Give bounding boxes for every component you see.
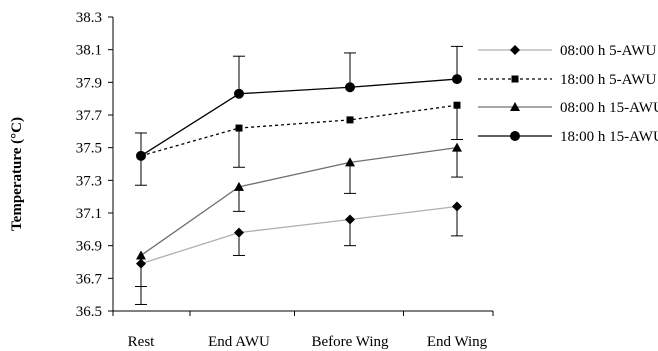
data-point — [452, 142, 462, 152]
data-point — [136, 150, 146, 161]
y-tick-label: 37.9 — [76, 75, 102, 91]
series-line — [140, 104, 458, 157]
x-tick-label: Before Wing — [311, 334, 389, 350]
data-point — [346, 116, 354, 124]
legend-marker — [510, 131, 520, 141]
y-tick-label: 38.1 — [76, 43, 102, 59]
legend-label: 18:00 h 15-AWU — [560, 129, 658, 145]
error-bars-group — [135, 45, 463, 305]
legend: 08:00 h 5-AWU 18:00 h 5-AWU 08:00 h 15-AWU… — [478, 43, 658, 145]
legend-label: 08:00 h 15-AWU — [560, 100, 658, 116]
data-point — [345, 82, 355, 93]
y-axis-title: Temperature (°C) — [9, 117, 25, 231]
y-tick-label: 37.3 — [76, 173, 102, 189]
data-point — [345, 214, 355, 225]
x-tick-label: End Wing — [427, 334, 488, 350]
legend-marker — [511, 75, 519, 83]
legend-marker — [510, 102, 520, 111]
data-point — [453, 101, 461, 109]
data-points-group — [136, 74, 462, 269]
data-point — [235, 124, 243, 132]
y-tick-label: 36.9 — [76, 239, 102, 255]
data-point — [234, 227, 244, 238]
legend-label: 18:00 h 5-AWU — [560, 72, 656, 88]
data-point — [136, 258, 146, 269]
legend-marker — [510, 45, 520, 55]
data-point — [452, 201, 462, 212]
y-tick-label: 36.7 — [76, 271, 103, 287]
x-tick-label: End AWU — [208, 334, 270, 350]
series-line — [140, 205, 458, 265]
legend-label: 08:00 h 5-AWU — [560, 43, 656, 59]
data-point — [136, 250, 146, 260]
series-line — [140, 147, 458, 256]
data-point — [345, 157, 355, 167]
y-tick-label: 36.5 — [76, 304, 102, 320]
series-lines-group — [140, 78, 458, 265]
data-point — [234, 88, 244, 99]
x-tick-label: Rest — [128, 334, 156, 350]
y-tick-label: 37.7 — [76, 108, 103, 124]
data-point — [234, 181, 244, 191]
y-tick-label: 37.1 — [76, 206, 102, 222]
data-point — [452, 74, 462, 85]
series-line — [140, 78, 458, 157]
y-tick-label: 38.3 — [76, 10, 102, 26]
axes-group: 36.5 36.7 36.9 37.1 37.3 37.5 37.7 37.9 38.1 38.3… — [9, 10, 494, 350]
y-tick-label: 37.5 — [76, 141, 102, 157]
